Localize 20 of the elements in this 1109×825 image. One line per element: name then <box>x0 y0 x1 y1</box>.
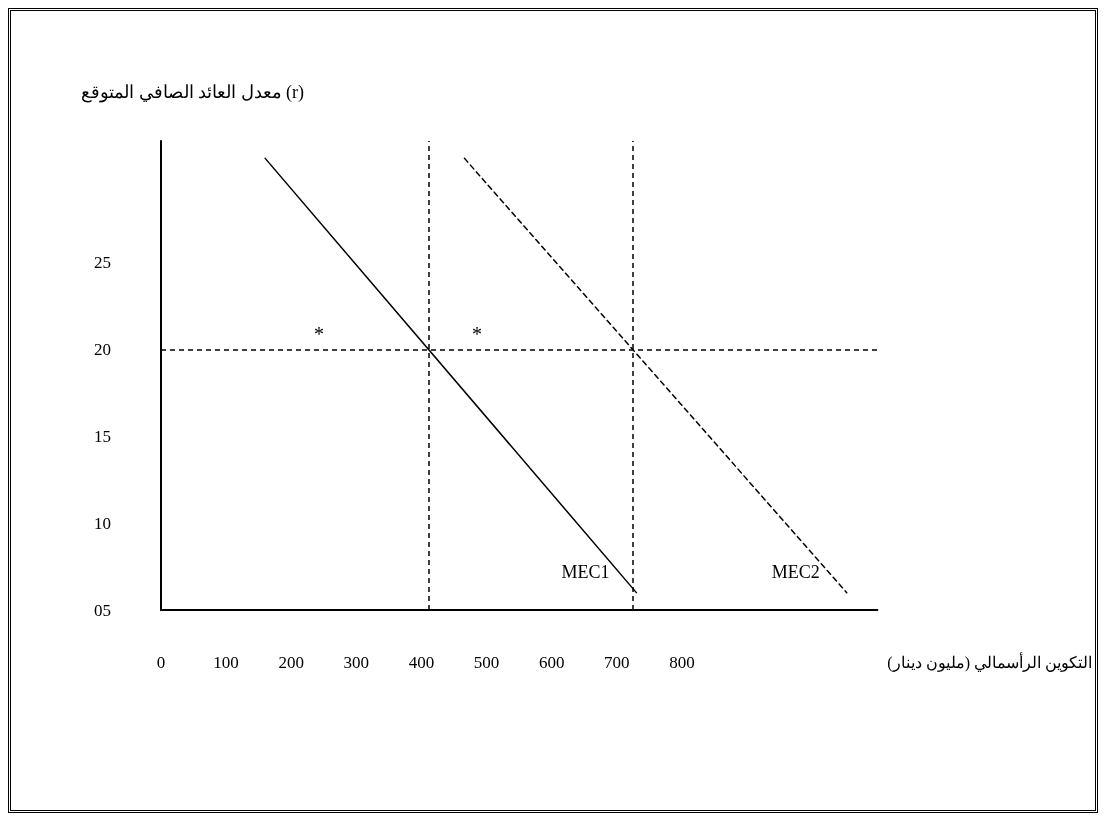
y-tick-label: 20 <box>94 339 111 359</box>
x-tick-label: 200 <box>278 653 304 672</box>
x-axis-title: التكوين الرأسمالي (مليون دينار) <box>887 651 1092 672</box>
x-tick-label: 800 <box>669 653 695 672</box>
x-tick-label: 300 <box>343 653 370 672</box>
x-tick-label: 500 <box>473 653 500 672</box>
y-tick-label: 15 <box>94 426 111 446</box>
series-label: MEC1 <box>561 561 610 582</box>
x-tick-label: 0 <box>156 653 166 672</box>
series-label: MEC2 <box>771 561 820 582</box>
y-axis-title: معدل العائد الصافي المتوقع (r) <box>81 82 304 103</box>
x-tick-label: 100 <box>213 653 239 672</box>
y-tick-label: 05 <box>94 600 111 620</box>
x-tick-label: 600 <box>538 653 565 672</box>
x-tick-label: 700 <box>604 653 630 672</box>
y-tick-label: 10 <box>94 513 111 533</box>
annotation: * <box>314 323 324 346</box>
y-tick-label: 25 <box>94 253 111 273</box>
annotation: * <box>472 323 482 346</box>
x-tick-label: 400 <box>408 653 435 672</box>
